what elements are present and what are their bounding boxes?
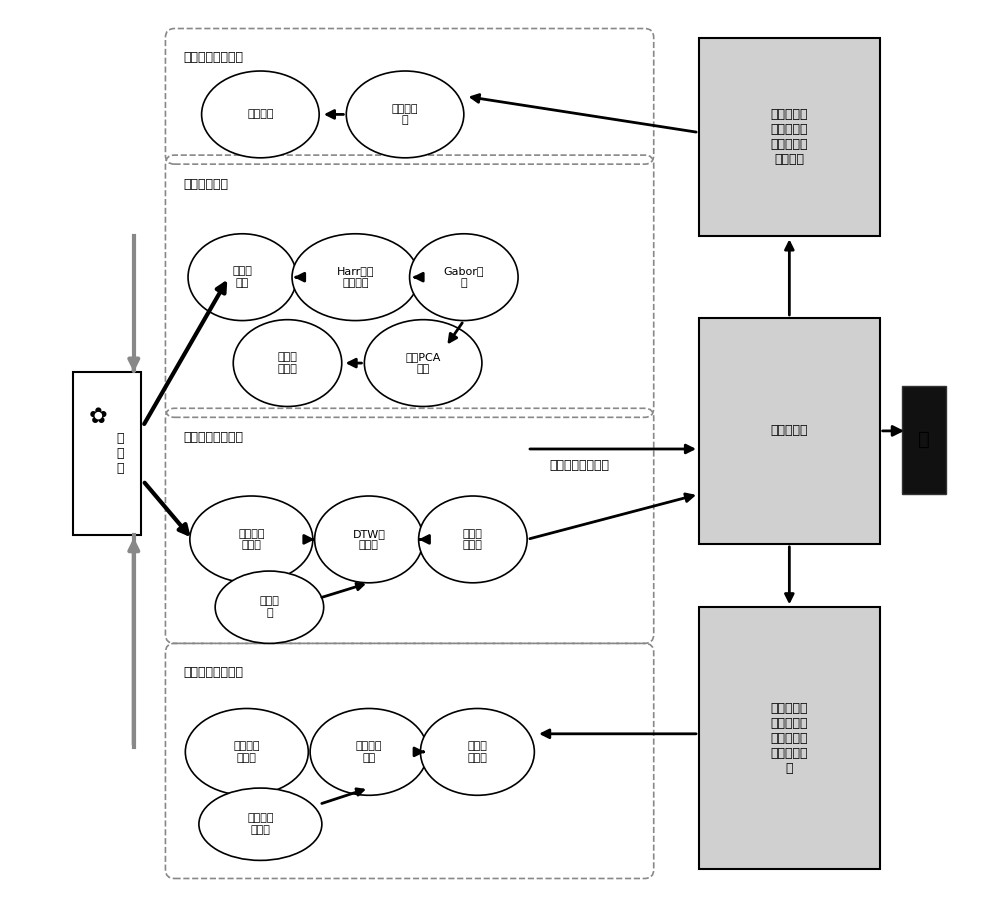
Text: 参考模
板: 参考模 板 bbox=[259, 597, 279, 618]
Text: 语音流数
据输出: 语音流数 据输出 bbox=[234, 741, 260, 763]
Ellipse shape bbox=[292, 234, 419, 320]
Text: 七类表
情识别: 七类表 情识别 bbox=[278, 352, 297, 374]
Ellipse shape bbox=[315, 496, 423, 583]
Text: 视觉处理单元: 视觉处理单元 bbox=[184, 178, 229, 190]
Ellipse shape bbox=[364, 319, 482, 406]
Text: 语气强
度分类: 语气强 度分类 bbox=[463, 529, 483, 551]
Text: 语音处理输出单元: 语音处理输出单元 bbox=[184, 666, 244, 679]
FancyBboxPatch shape bbox=[73, 372, 141, 535]
Text: ✿: ✿ bbox=[88, 407, 107, 427]
Ellipse shape bbox=[410, 234, 518, 320]
Ellipse shape bbox=[190, 496, 313, 583]
Ellipse shape bbox=[310, 708, 428, 795]
Text: 语音流数
据输入: 语音流数 据输入 bbox=[238, 529, 265, 551]
Text: 依据情感类
别及语气强
度生成复合
语音输出指
令: 依据情感类 别及语气强 度生成复合 语音输出指 令 bbox=[771, 702, 808, 775]
Text: 宏动作指
令: 宏动作指 令 bbox=[392, 103, 418, 125]
Ellipse shape bbox=[420, 708, 534, 795]
Ellipse shape bbox=[202, 71, 319, 158]
FancyBboxPatch shape bbox=[699, 37, 880, 237]
Text: 语音处理输入单元: 语音处理输入单元 bbox=[184, 431, 244, 444]
Ellipse shape bbox=[199, 788, 322, 861]
Text: 面部机构情感表达: 面部机构情感表达 bbox=[184, 51, 244, 64]
Text: 依据情感类
别生成面部
情感表达宏
动作指令: 依据情感类 别生成面部 情感表达宏 动作指令 bbox=[771, 108, 808, 166]
FancyBboxPatch shape bbox=[699, 317, 880, 544]
Ellipse shape bbox=[233, 319, 342, 406]
FancyBboxPatch shape bbox=[699, 607, 880, 870]
Ellipse shape bbox=[346, 71, 464, 158]
Text: Harr特征
人脸检测: Harr特征 人脸检测 bbox=[337, 267, 374, 288]
Ellipse shape bbox=[188, 234, 297, 320]
Text: Gabor滤
波: Gabor滤 波 bbox=[444, 267, 484, 288]
Text: 类内PCA
降维: 类内PCA 降维 bbox=[405, 352, 441, 374]
Text: 语音模型
细化: 语音模型 细化 bbox=[356, 741, 382, 763]
Text: 电机驱动: 电机驱动 bbox=[247, 110, 274, 120]
Ellipse shape bbox=[215, 571, 324, 643]
Text: 操
作
者: 操 作 者 bbox=[116, 432, 124, 475]
Text: 语音输出
库选择: 语音输出 库选择 bbox=[247, 814, 274, 835]
Text: 七种基本情感定义: 七种基本情感定义 bbox=[550, 459, 610, 472]
Ellipse shape bbox=[419, 496, 527, 583]
Text: 🤖: 🤖 bbox=[918, 431, 930, 450]
Text: 多任务协调: 多任务协调 bbox=[771, 424, 808, 437]
FancyBboxPatch shape bbox=[902, 385, 946, 494]
Text: 复合语
音指令: 复合语 音指令 bbox=[467, 741, 487, 763]
Text: DTW语
音识别: DTW语 音识别 bbox=[352, 529, 385, 551]
Text: 图像预
处理: 图像预 处理 bbox=[232, 267, 252, 288]
Ellipse shape bbox=[185, 708, 308, 795]
